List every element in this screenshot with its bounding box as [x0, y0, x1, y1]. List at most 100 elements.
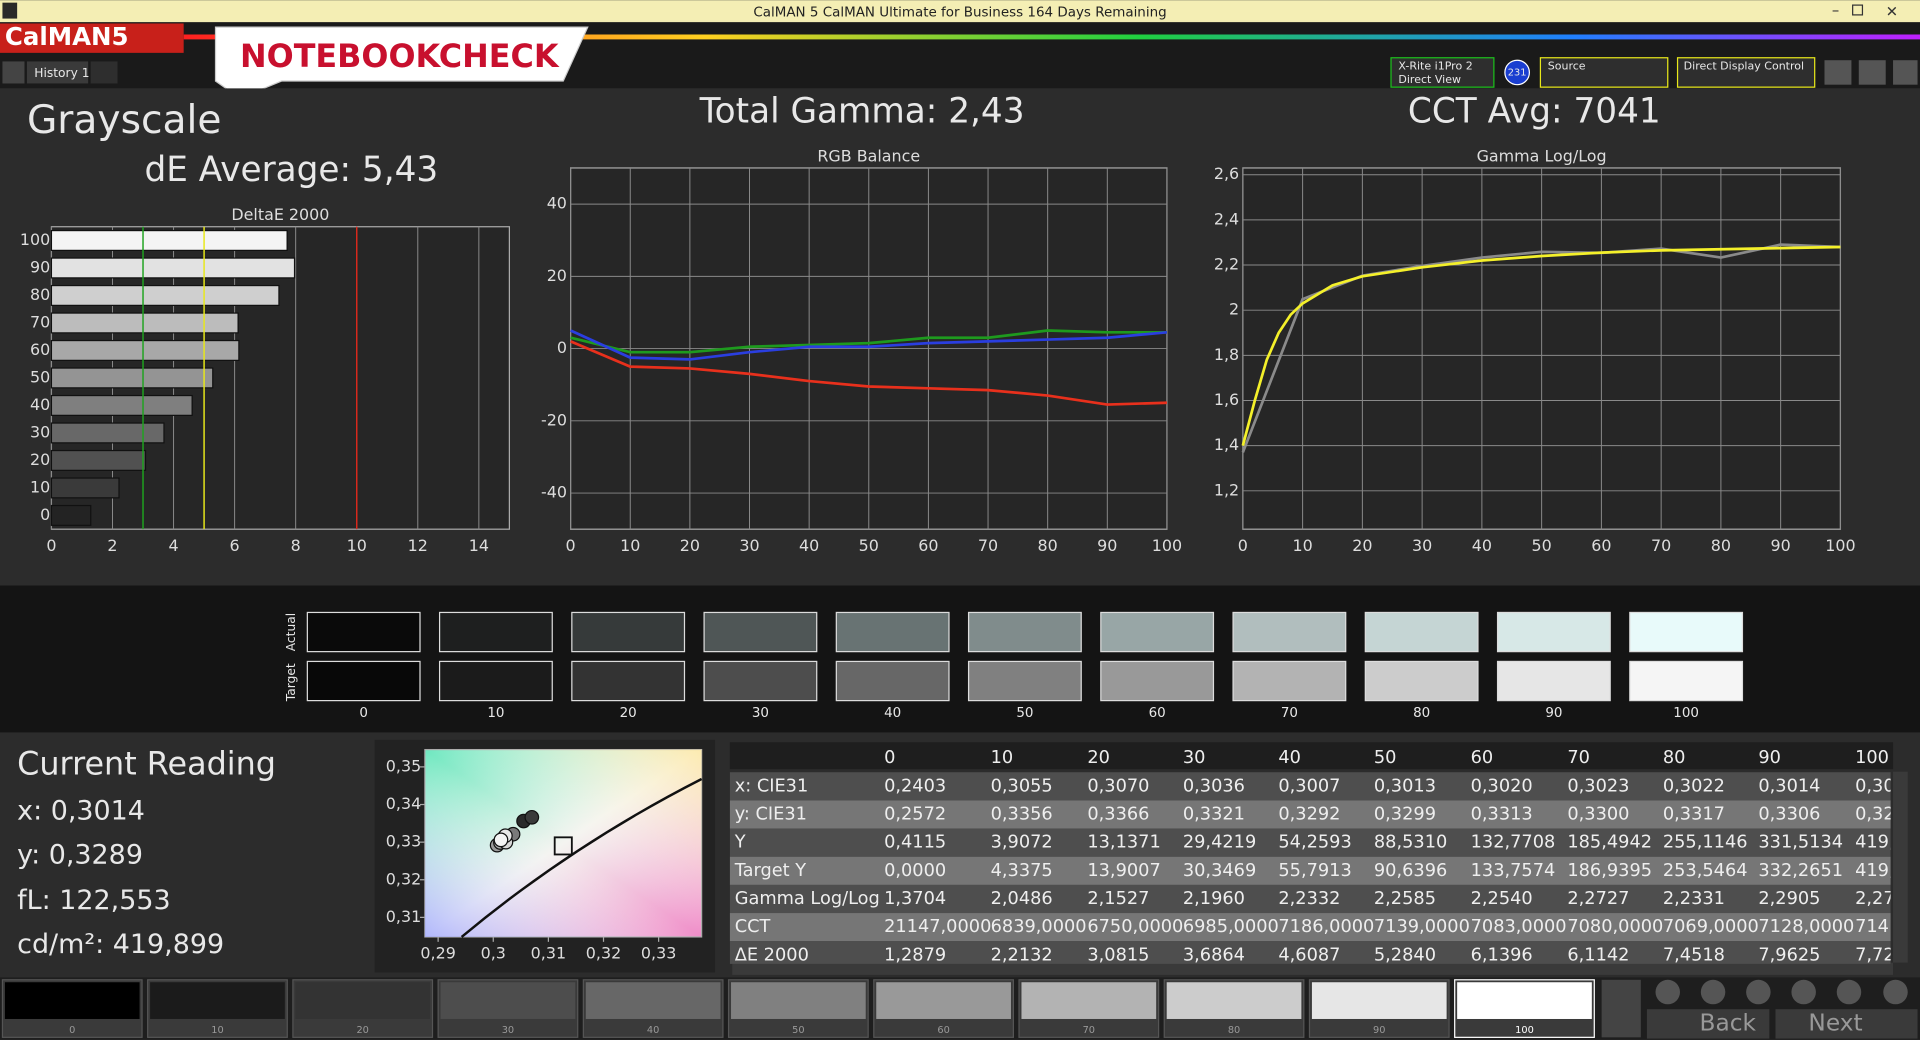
table-hscrollbar[interactable]: [732, 962, 1894, 975]
target-swatch: [571, 660, 686, 702]
y-tick-label: 70: [30, 312, 50, 331]
table-row: [729, 800, 1891, 829]
patch-color: [440, 982, 576, 1019]
bar: [50, 449, 147, 471]
table-cell: 0,3014: [1758, 776, 1820, 796]
next-label[interactable]: Next: [1808, 1009, 1862, 1036]
chart-title: Gamma Log/Log: [1477, 146, 1607, 165]
section-title: Grayscale: [27, 98, 222, 143]
y-tick-label: 30: [30, 422, 50, 441]
bar: [50, 339, 240, 361]
table-cell: 1,3704: [884, 889, 946, 909]
table-cell: 186,9395: [1567, 861, 1652, 881]
row-label: Y: [734, 833, 746, 853]
meter-select[interactable]: [1390, 57, 1495, 88]
y-tick-label: 1,2: [1214, 480, 1239, 499]
next-button[interactable]: [1775, 1009, 1918, 1039]
maximize-button[interactable]: [1852, 4, 1864, 16]
column-header: 90: [1758, 748, 1781, 768]
y-tick-label: 2,2: [1214, 255, 1239, 274]
x-tick-label: 60: [918, 536, 938, 555]
table-cell: 7,72: [1855, 945, 1895, 965]
table-cell: 0,3013: [1374, 776, 1436, 796]
table-cell: 21147,0000: [884, 917, 991, 937]
table-cell: 90,6396: [1374, 861, 1447, 881]
bar: [50, 367, 214, 389]
table-cell: 0,30: [1855, 776, 1895, 796]
total-gamma: Total Gamma: 2,43: [699, 91, 1025, 131]
bar: [50, 477, 120, 499]
table-row: [729, 884, 1891, 914]
control-button[interactable]: [1883, 979, 1908, 1005]
column-header: 10: [991, 748, 1014, 768]
tab-label[interactable]: History 1: [34, 66, 89, 80]
bar: [50, 284, 280, 306]
bar: [50, 504, 92, 526]
display-select[interactable]: [1676, 57, 1816, 88]
back-label[interactable]: Back: [1700, 1009, 1757, 1036]
table-cell: 0,4115: [884, 833, 946, 853]
x-tick-label: 70: [978, 536, 998, 555]
column-header: 60: [1471, 748, 1494, 768]
settings-button[interactable]: [1824, 60, 1852, 85]
next-panel-button[interactable]: [1893, 60, 1918, 85]
control-button[interactable]: [1700, 979, 1726, 1005]
data-table: 0 10 20 30 40 50 60 70 80 90 100 x: CIE31 0,2403 0,30…: [729, 748, 1895, 965]
stop-control[interactable]: [1601, 979, 1641, 1038]
source-select[interactable]: [1539, 57, 1669, 88]
badge[interactable]: [1504, 59, 1530, 86]
swatch-label: 100: [1673, 706, 1699, 721]
patch-label: 100: [1515, 1025, 1534, 1036]
table-cell: 2,2905: [1758, 889, 1820, 909]
nav-button[interactable]: [2, 61, 25, 84]
y-tick-label: 1,8: [1214, 345, 1239, 364]
control-button[interactable]: [1791, 979, 1816, 1005]
add-tab[interactable]: [90, 61, 118, 84]
actual-swatch: [1100, 611, 1215, 653]
table-cell: 55,7913: [1278, 861, 1351, 881]
table-cell: 0,3055: [991, 776, 1053, 796]
close-button[interactable]: ✕: [1886, 3, 1898, 20]
source-label: Source: [1548, 59, 1586, 72]
control-button[interactable]: [1655, 979, 1680, 1005]
table-cell: 419,: [1855, 861, 1895, 881]
y-tick-label: 10: [30, 477, 50, 496]
target-label: Target: [284, 663, 298, 702]
y-tick-label: 20: [30, 450, 50, 469]
control-button[interactable]: [1746, 979, 1771, 1005]
minimize-button[interactable]: –: [1832, 2, 1839, 19]
target-swatch: [1100, 660, 1215, 702]
actual-swatch: [438, 611, 553, 653]
table-cell: 0,3356: [991, 804, 1053, 824]
help-button[interactable]: [1858, 60, 1886, 85]
table-header-bg: [729, 742, 1894, 770]
table-cell: 1,2879: [884, 945, 946, 965]
table-scrollbar[interactable]: [1893, 771, 1908, 963]
actual-swatch: [1496, 611, 1611, 653]
patch-label: 50: [792, 1025, 804, 1036]
column-header: 50: [1374, 748, 1397, 768]
table-cell: 0,3300: [1567, 804, 1629, 824]
table-cell: 7139,0000: [1374, 917, 1470, 937]
table-cell: 7,9625: [1758, 945, 1820, 965]
y-tick-label: 0,33: [386, 832, 421, 851]
actual-swatch: [1629, 611, 1744, 653]
reading-title: Current Reading: [17, 745, 276, 783]
swatch-label: 30: [752, 706, 769, 721]
column-header: 40: [1278, 748, 1301, 768]
back-button[interactable]: [1646, 1009, 1770, 1039]
app-icon: [2, 2, 18, 19]
table-cell: 0,3070: [1087, 776, 1149, 796]
display-label: Direct Display Control: [1684, 59, 1804, 72]
tab[interactable]: [26, 61, 89, 84]
target-swatch: [835, 660, 950, 702]
swatch-label: 90: [1545, 706, 1562, 721]
column-header: 100: [1855, 748, 1889, 768]
table-cell: 0,3317: [1663, 804, 1725, 824]
table-cell: 3,9072: [991, 833, 1053, 853]
table-cell: 6,1142: [1567, 945, 1629, 965]
target-swatch: [1496, 660, 1611, 702]
control-button[interactable]: [1836, 979, 1862, 1005]
patch-color: [150, 982, 285, 1019]
